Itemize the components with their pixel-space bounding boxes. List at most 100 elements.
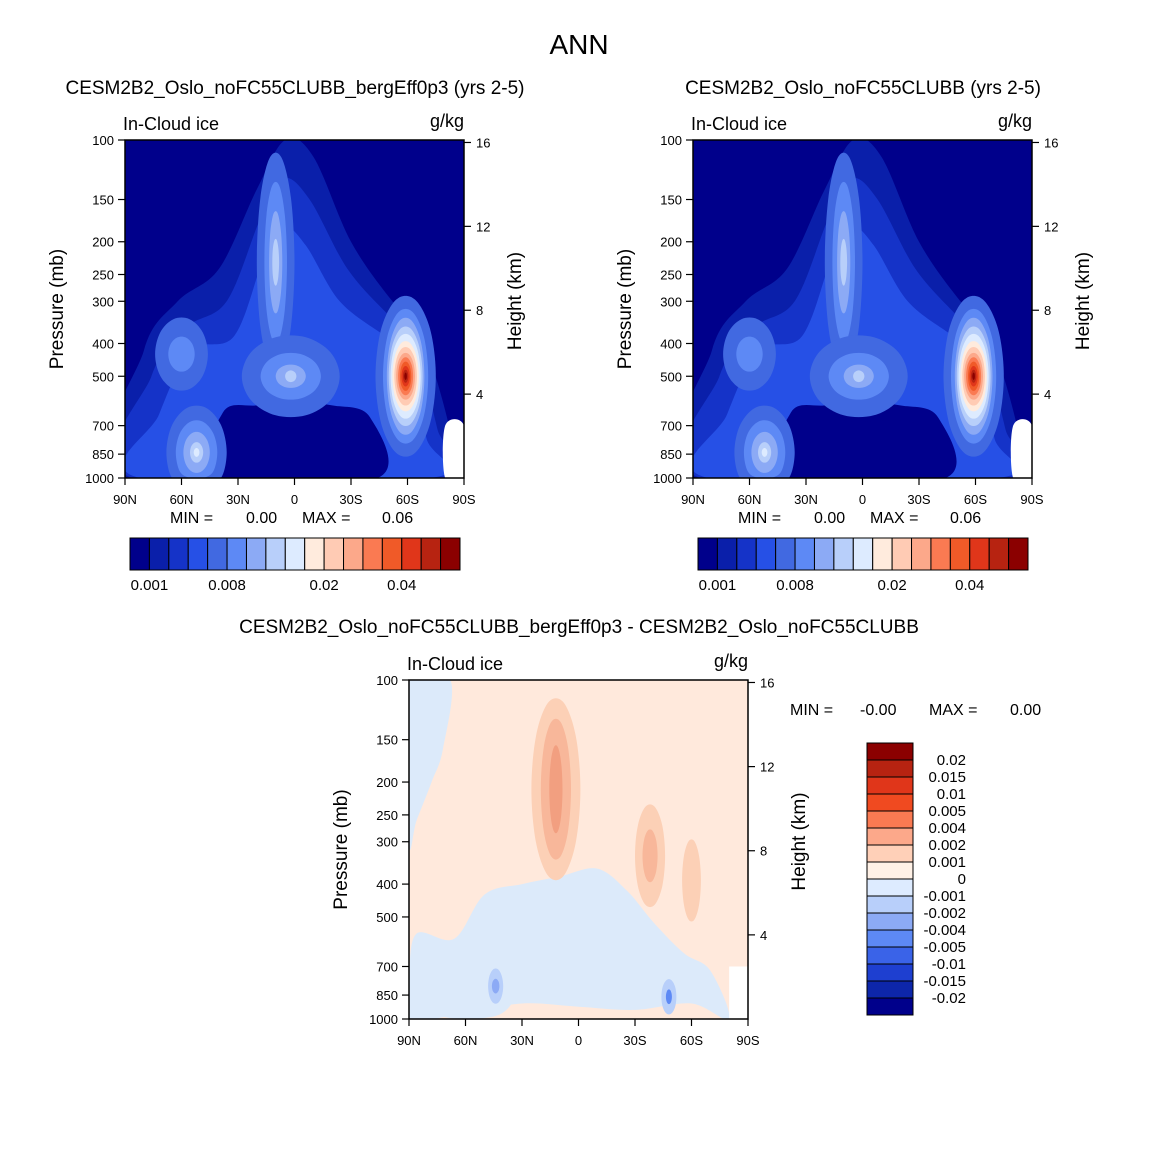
tropical-upper-ring-3 xyxy=(272,238,280,286)
pressure-tick-label: 300 xyxy=(376,835,398,850)
tropical-mid-ring-3 xyxy=(285,370,297,383)
colorbar-tick-label: 0.005 xyxy=(928,803,966,820)
panel-title: CESM2B2_Oslo_noFC55CLUBB_bergEff0p3 (yrs… xyxy=(65,78,524,99)
pressure-tick-label: 300 xyxy=(92,294,114,309)
colorbar-swatch xyxy=(866,980,914,999)
colorbar-swatch xyxy=(866,861,914,880)
height-tick-label: 4 xyxy=(760,928,767,943)
colorbar-tick-label: 0.002 xyxy=(928,837,966,854)
pressure-tick-label: 100 xyxy=(92,133,114,148)
panel-control: CESM2B2_Oslo_noFC55CLUBB (yrs 2-5) In-Clo… xyxy=(615,78,1094,594)
height-tick-label: 12 xyxy=(760,760,774,775)
colorbar-tick-label: -0.001 xyxy=(923,888,966,905)
colorbar: 0.001 0.008 0.02 0.04 xyxy=(697,537,1029,594)
pressure-tick-label: 400 xyxy=(376,877,398,892)
colorbar-swatch xyxy=(866,912,914,931)
colorbar-tick-label: 0.02 xyxy=(937,752,966,769)
lat-tick-label: 30S xyxy=(907,492,930,507)
pressure-tick-label: 850 xyxy=(92,447,114,462)
lat-tick-label: 90N xyxy=(681,492,705,507)
panel-title: CESM2B2_Oslo_noFC55CLUBB_bergEff0p3 - CE… xyxy=(239,617,919,638)
colorbar-swatch xyxy=(129,537,150,571)
pressure-tick-label: 850 xyxy=(660,447,682,462)
colorbar-swatch xyxy=(401,537,422,571)
colorbar-swatch xyxy=(866,997,914,1016)
missing-polar-block xyxy=(445,425,464,478)
tropical-upper-ring-3 xyxy=(840,238,848,286)
colorbar-tick-label: 0.015 xyxy=(928,769,966,786)
lat-tick-label: 90S xyxy=(1020,492,1043,507)
units-label: g/kg xyxy=(998,111,1032,131)
northern-mid-ring-1 xyxy=(736,336,763,372)
colorbar-swatch xyxy=(775,537,796,571)
colorbar-swatch xyxy=(381,537,403,571)
colorbar-tick-label: 0.004 xyxy=(928,820,966,837)
pressure-tick-label: 150 xyxy=(376,733,398,748)
colorbar-swatch xyxy=(891,537,913,571)
colorbar-swatch xyxy=(420,537,442,571)
colorbar-swatch xyxy=(226,537,247,571)
colorbar-swatch xyxy=(343,537,364,571)
colorbar-swatch xyxy=(866,776,914,795)
height-tick-label: 8 xyxy=(760,844,767,859)
colorbar-tick-label: 0.02 xyxy=(310,577,339,594)
colorbar-swatch xyxy=(866,946,914,965)
contour-field xyxy=(693,140,1032,478)
min-label: MIN = xyxy=(738,510,781,527)
max-label: MAX = xyxy=(302,510,350,527)
colorbar-swatch xyxy=(969,537,990,571)
pressure-tick-label: 250 xyxy=(376,808,398,823)
lat-tick-label: 60N xyxy=(454,1033,478,1048)
pressure-tick-label: 1000 xyxy=(369,1012,398,1027)
colorbar-tick-label: 0.008 xyxy=(776,577,814,594)
pressure-tick-label: 100 xyxy=(376,673,398,688)
colorbar-swatch xyxy=(323,537,345,571)
colorbar-swatch xyxy=(866,895,914,914)
colorbar-swatch xyxy=(265,537,286,571)
pressure-tick-label: 500 xyxy=(376,910,398,925)
colorbar-swatch xyxy=(736,537,757,571)
height-tick-label: 12 xyxy=(1044,219,1058,234)
colorbar-swatch xyxy=(866,878,914,897)
colorbar-swatch xyxy=(833,537,854,571)
northern-low-ring-4 xyxy=(761,448,768,457)
y2-axis-label: Height (km) xyxy=(1073,252,1094,350)
height-tick-label: 16 xyxy=(760,675,774,690)
colorbar-swatch xyxy=(187,537,209,571)
field-label: In-Cloud ice xyxy=(407,654,503,674)
max-value: 0.00 xyxy=(1010,702,1041,719)
lat-tick-label: 60S xyxy=(396,492,419,507)
pressure-tick-label: 500 xyxy=(92,369,114,384)
pressure-tick-label: 850 xyxy=(376,988,398,1003)
panel-title: CESM2B2_Oslo_noFC55CLUBB (yrs 2-5) xyxy=(685,78,1041,99)
colorbar-swatch xyxy=(440,537,461,571)
southern-max-ring-12 xyxy=(972,372,975,380)
colorbar: 0.001 0.008 0.02 0.04 xyxy=(129,537,461,594)
pressure-tick-label: 200 xyxy=(660,235,682,250)
colorbar-tick-label: 0.001 xyxy=(131,577,169,594)
lat-tick-label: 60N xyxy=(738,492,762,507)
height-tick-label: 4 xyxy=(1044,387,1051,402)
pressure-tick-label: 300 xyxy=(660,294,682,309)
colorbar-swatch xyxy=(813,537,835,571)
height-tick-label: 4 xyxy=(476,387,483,402)
neg-north-max-ring-1 xyxy=(491,978,500,994)
colorbar-swatch xyxy=(148,537,170,571)
low-level-gap-inner xyxy=(217,419,375,478)
colorbar-swatch xyxy=(911,537,932,571)
pos-southern-ring-1 xyxy=(642,829,658,883)
pressure-tick-label: 400 xyxy=(660,336,682,351)
y-axis-label: Pressure (mb) xyxy=(331,789,352,909)
colorbar-swatch xyxy=(168,537,189,571)
colorbar-tick-label: -0.02 xyxy=(932,990,966,1007)
max-label: MAX = xyxy=(929,702,977,719)
pos-tropical-ring-2 xyxy=(549,745,563,834)
colorbar-swatch xyxy=(866,793,914,812)
lat-tick-label: 30N xyxy=(510,1033,534,1048)
min-value: -0.00 xyxy=(860,702,897,719)
panel-test: CESM2B2_Oslo_noFC55CLUBB_bergEff0p3 (yrs… xyxy=(47,78,526,594)
colorbar-swatch xyxy=(207,537,228,571)
colorbar-swatch xyxy=(866,929,914,948)
height-tick-label: 8 xyxy=(1044,303,1051,318)
colorbar-tick-label: 0.001 xyxy=(699,577,737,594)
